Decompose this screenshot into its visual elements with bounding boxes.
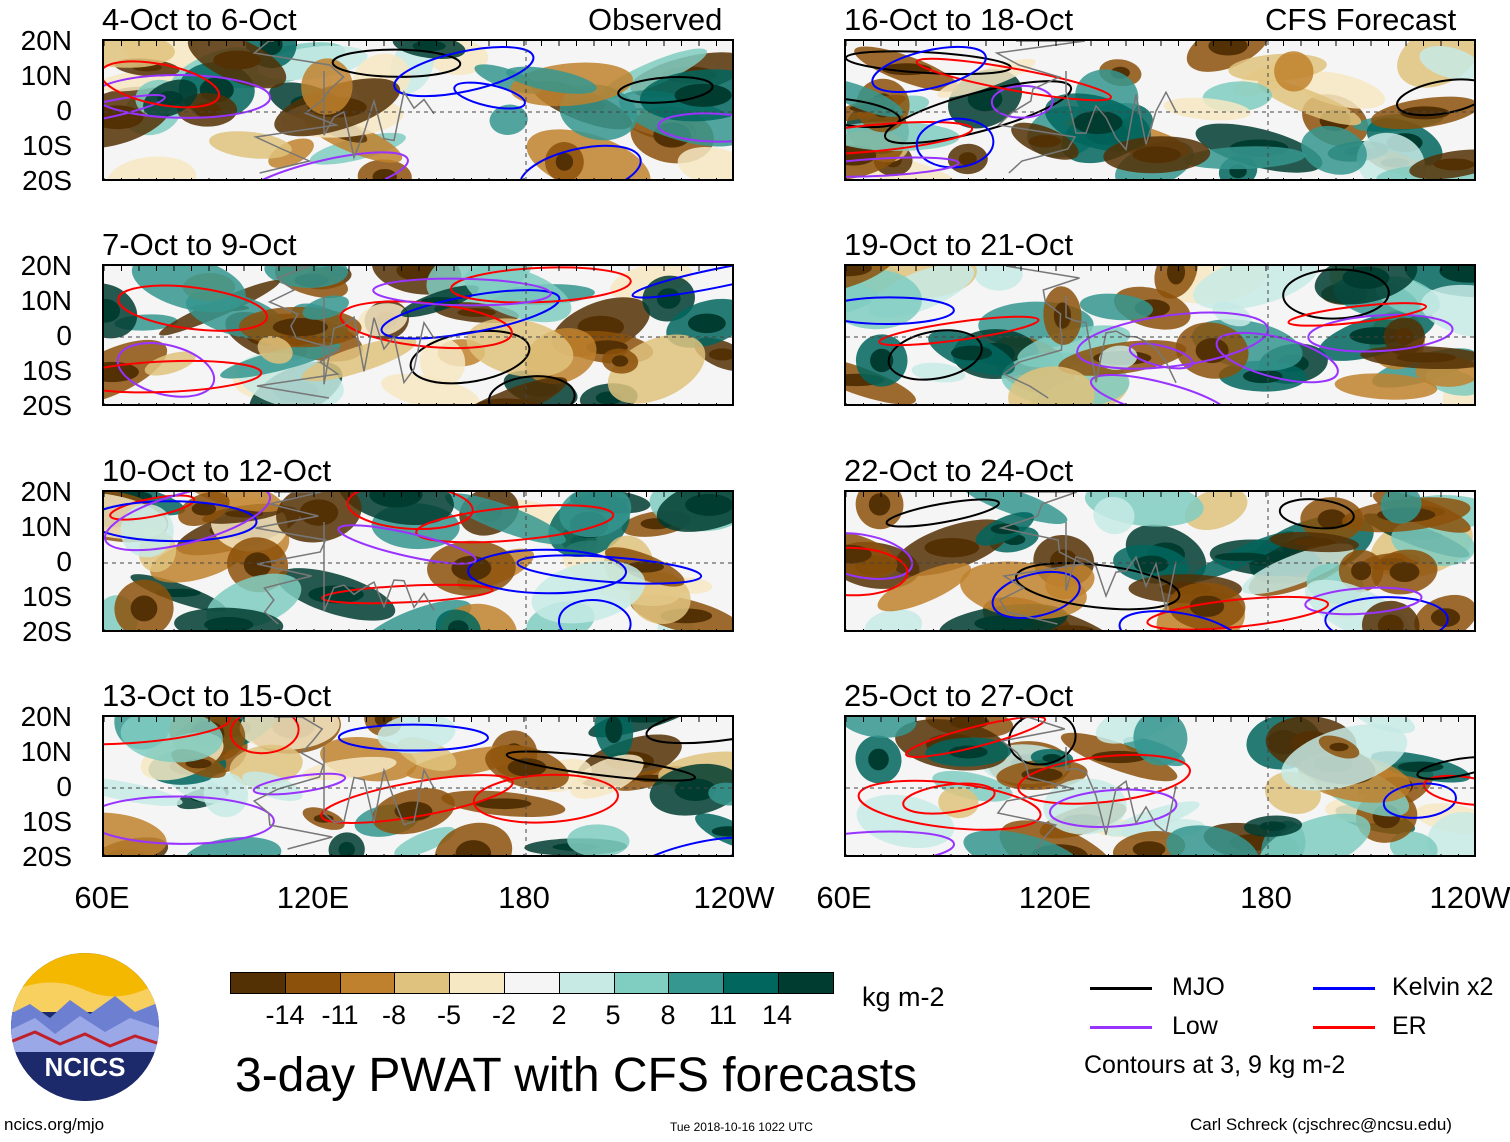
- lat-label: 10N: [20, 736, 72, 767]
- lon-label: 120W: [1429, 880, 1510, 915]
- lat-label: 20N: [20, 701, 72, 732]
- colorbar-swatch: [613, 972, 670, 994]
- panel-3-map: [102, 490, 734, 632]
- colorbar-unit: kg m-2: [862, 982, 945, 1012]
- lon-label: 120W: [693, 880, 775, 915]
- observed-label: Observed: [588, 2, 723, 37]
- lat-label: 10S: [22, 806, 72, 837]
- panel-1-title: 4-Oct to 6-Oct: [102, 2, 297, 37]
- lon-label: 180: [1240, 880, 1292, 915]
- lat-label: 20S: [22, 841, 72, 872]
- lat-label: 10S: [22, 581, 72, 612]
- panel-6-title: 19-Oct to 21-Oct: [844, 227, 1074, 262]
- legend-label-er: ER: [1392, 1012, 1427, 1040]
- footer-author: Carl Schreck (cjschrec@ncsu.edu): [1190, 1115, 1452, 1134]
- lat-label: 10S: [22, 355, 72, 386]
- colorbar-tick: 5: [605, 1000, 621, 1030]
- panel-5-map: [844, 39, 1476, 181]
- panel-3-title: 10-Oct to 12-Oct: [102, 453, 332, 488]
- lat-label: 10N: [20, 60, 72, 91]
- panel-7-title: 22-Oct to 24-Oct: [844, 453, 1074, 488]
- lat-label: 20S: [22, 165, 72, 196]
- lat-label: 0: [56, 95, 72, 126]
- legend-line-mjo: [1090, 987, 1152, 990]
- panel-7-map: [844, 490, 1476, 632]
- colorbar-tick: -2: [491, 1000, 517, 1030]
- colorbar-tick: -8: [381, 1000, 407, 1030]
- lat-label: 20N: [20, 250, 72, 281]
- panel-8-map: [844, 715, 1476, 857]
- lon-label: 120E: [1018, 880, 1092, 915]
- panel-5-title: 16-Oct to 18-Oct: [844, 2, 1074, 37]
- colorbar-tick: -14: [265, 1000, 305, 1030]
- lat-label: 0: [56, 320, 72, 351]
- colorbar-swatch: [668, 972, 725, 994]
- legend-label-low: Low: [1172, 1012, 1218, 1040]
- lat-label: 10N: [20, 285, 72, 316]
- panel-6-map: [844, 264, 1476, 406]
- panel-2-map: [102, 264, 734, 406]
- forecast-label: CFS Forecast: [1265, 2, 1457, 37]
- colorbar-swatch: [284, 972, 341, 994]
- legend-line-er: [1313, 1026, 1375, 1029]
- panel-8-title: 25-Oct to 27-Oct: [844, 678, 1074, 713]
- colorbar-tick: -11: [321, 1000, 359, 1030]
- legend-note: Contours at 3, 9 kg m-2: [1084, 1051, 1346, 1079]
- legend-label-mjo: MJO: [1172, 973, 1225, 1001]
- footer-url[interactable]: ncics.org/mjo: [4, 1115, 105, 1134]
- colorbar-tick: 11: [708, 1000, 738, 1030]
- footer-timestamp: Tue 2018-10-16 1022 UTC: [670, 1120, 813, 1134]
- colorbar-swatch: [723, 972, 779, 994]
- lat-label: 20S: [22, 390, 72, 421]
- legend-line-kelvin: [1313, 987, 1375, 990]
- panel-2-title: 7-Oct to 9-Oct: [102, 227, 297, 262]
- ncics-logo: NCICS: [10, 952, 160, 1102]
- panel-4-title: 13-Oct to 15-Oct: [102, 678, 332, 713]
- logo-text: NCICS: [45, 1052, 126, 1082]
- colorbar-swatch: [230, 972, 286, 994]
- lat-label: 10N: [20, 511, 72, 542]
- panel-4-map: [102, 715, 734, 857]
- lat-label: 0: [56, 771, 72, 802]
- legend-label-kelvin: Kelvin x2: [1392, 973, 1494, 1001]
- colorbar-tick: -5: [436, 1000, 462, 1030]
- lat-label: 20N: [20, 476, 72, 507]
- lon-label: 180: [498, 880, 550, 915]
- colorbar-tick: 8: [660, 1000, 676, 1030]
- lat-label: 20S: [22, 616, 72, 647]
- colorbar-swatch: [558, 972, 615, 994]
- colorbar-swatch: [778, 972, 834, 994]
- colorbar-swatch: [339, 972, 396, 994]
- lat-label: 0: [56, 546, 72, 577]
- lat-label: 20N: [20, 25, 72, 56]
- lon-label: 60E: [816, 880, 872, 915]
- panel-1-map: [102, 39, 734, 181]
- colorbar-swatch: [504, 972, 560, 994]
- colorbar-swatch: [394, 972, 451, 994]
- main-title: 3-day PWAT with CFS forecasts: [235, 1049, 917, 1102]
- lon-label: 120E: [276, 880, 350, 915]
- lat-label: 10S: [22, 130, 72, 161]
- colorbar-tick: 2: [551, 1000, 567, 1030]
- colorbar-tick: 14: [761, 1000, 793, 1030]
- legend-line-low: [1090, 1026, 1152, 1029]
- lon-label: 60E: [74, 880, 130, 915]
- colorbar-swatch: [449, 972, 505, 994]
